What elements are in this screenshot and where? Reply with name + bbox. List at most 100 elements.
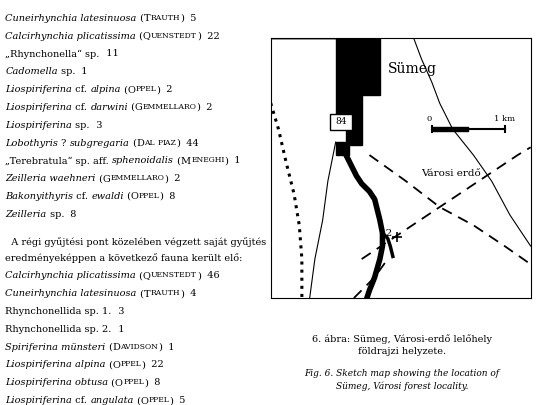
Text: 8: 8	[148, 378, 160, 387]
Text: (T: (T	[137, 14, 150, 23]
Text: 5: 5	[173, 396, 185, 405]
Polygon shape	[336, 142, 348, 155]
Text: PPEL: PPEL	[123, 378, 144, 386]
Text: ENEGHI: ENEGHI	[191, 156, 225, 164]
Text: (O: (O	[108, 378, 123, 387]
Text: 12: 12	[379, 228, 393, 238]
Text: EMMELLARO: EMMELLARO	[110, 174, 165, 182]
Text: ): )	[176, 139, 180, 147]
Text: PPEL: PPEL	[139, 192, 160, 200]
Text: (Q: (Q	[136, 271, 151, 280]
Text: Calcirhynchia plicatissima: Calcirhynchia plicatissima	[5, 271, 136, 280]
Text: IAZ: IAZ	[162, 139, 176, 147]
Text: 84: 84	[335, 117, 347, 126]
Text: Rhynchonellida sp. 1.: Rhynchonellida sp. 1.	[5, 307, 111, 316]
Text: Rhynchonellida sp. 2.: Rhynchonellida sp. 2.	[5, 325, 111, 334]
Text: Liospiriferina alpina: Liospiriferina alpina	[5, 360, 106, 369]
Text: RAUTH: RAUTH	[150, 14, 180, 22]
Text: 1 km: 1 km	[494, 115, 515, 123]
Text: alpina: alpina	[91, 85, 121, 94]
Text: ): )	[165, 174, 168, 183]
Text: ): )	[169, 396, 173, 405]
Text: ewaldi: ewaldi	[92, 192, 124, 201]
Text: AVIDSON: AVIDSON	[121, 343, 158, 351]
Text: 1: 1	[228, 156, 241, 165]
Text: 46: 46	[200, 271, 219, 280]
Text: Fig. 6. Sketch map showing the location of
Sümeg, Városi forest locality.: Fig. 6. Sketch map showing the location …	[304, 369, 500, 391]
Text: eredményeképpen a következő fauna került elő:: eredményeképpen a következő fauna került…	[5, 253, 243, 263]
Text: (O: (O	[106, 360, 121, 369]
Text: Liospiriferina obtusa: Liospiriferina obtusa	[5, 378, 108, 387]
Text: 22: 22	[145, 360, 164, 369]
Text: 4: 4	[184, 289, 196, 298]
Text: ): )	[225, 156, 228, 165]
Text: 2: 2	[160, 85, 173, 94]
Text: UENSTEDT: UENSTEDT	[151, 32, 197, 40]
Text: AL: AL	[145, 139, 158, 147]
Text: 0: 0	[427, 115, 432, 123]
Text: Sümeg: Sümeg	[388, 62, 437, 76]
Polygon shape	[271, 38, 380, 119]
Text: 5: 5	[184, 14, 196, 23]
Text: PPEL: PPEL	[136, 85, 157, 93]
Text: sp.: sp.	[72, 121, 90, 130]
Text: (O: (O	[121, 85, 136, 94]
Text: ): )	[158, 343, 162, 352]
Text: sp.: sp.	[47, 210, 64, 219]
Text: 8: 8	[163, 192, 176, 201]
Text: (G: (G	[96, 174, 110, 183]
Text: 6. ábra: Sümeg, Városi-erdő lelőhely
földrajzi helyzete.: 6. ábra: Sümeg, Városi-erdő lelőhely föl…	[312, 334, 492, 356]
Text: sphenoidalis: sphenoidalis	[112, 156, 174, 165]
Text: 44: 44	[180, 139, 199, 147]
Text: subgregaria: subgregaria	[70, 139, 130, 147]
Text: „Rhynchonella“ sp.: „Rhynchonella“ sp.	[5, 49, 100, 59]
Text: Zeilleria waehneri: Zeilleria waehneri	[5, 174, 96, 183]
Text: 1: 1	[111, 325, 124, 334]
Text: Bakonyithyris: Bakonyithyris	[5, 192, 73, 201]
Text: angulata: angulata	[91, 396, 133, 405]
Text: PPEL: PPEL	[148, 396, 169, 404]
Text: Calcirhynchia plicatissima: Calcirhynchia plicatissima	[5, 32, 136, 40]
Text: 1: 1	[162, 343, 175, 352]
Text: Liospiriferina: Liospiriferina	[5, 396, 72, 405]
Text: cf.: cf.	[72, 396, 91, 405]
Text: darwini: darwini	[91, 103, 128, 112]
Text: ): )	[197, 32, 200, 40]
Text: (Q: (Q	[136, 32, 151, 40]
Text: ): )	[142, 360, 145, 369]
Text: ): )	[180, 14, 184, 23]
Text: ): )	[180, 289, 184, 298]
Text: UENSTEDT: UENSTEDT	[151, 271, 197, 279]
Text: Liospiriferina: Liospiriferina	[5, 121, 72, 130]
Text: ): )	[160, 192, 163, 201]
Text: ): )	[157, 85, 160, 94]
Text: P: P	[158, 139, 162, 147]
Text: ): )	[197, 271, 200, 280]
Text: 11: 11	[100, 49, 118, 58]
Text: Lobothyris: Lobothyris	[5, 139, 58, 147]
Text: (M: (M	[174, 156, 191, 165]
Text: ?: ?	[58, 139, 70, 147]
Text: Liospiriferina: Liospiriferina	[5, 103, 72, 112]
Text: Zeilleria: Zeilleria	[5, 210, 47, 219]
Text: Spiriferina münsteri: Spiriferina münsteri	[5, 343, 106, 352]
Text: (T: (T	[137, 289, 150, 298]
Text: EMMELLARO: EMMELLARO	[143, 103, 197, 111]
Text: cf.: cf.	[72, 85, 91, 94]
Text: A régi gyűjtési pont közelében végzett saját gyűjtés: A régi gyűjtési pont közelében végzett s…	[5, 237, 266, 247]
Text: (G: (G	[128, 103, 143, 112]
Text: sp.: sp.	[58, 67, 76, 76]
Text: 22: 22	[200, 32, 219, 40]
Text: 8: 8	[64, 210, 77, 219]
Text: Városi erdő: Városi erdő	[421, 169, 481, 178]
Text: 2: 2	[168, 174, 181, 183]
Text: PPEL: PPEL	[121, 360, 142, 369]
FancyBboxPatch shape	[330, 114, 352, 130]
Text: 3: 3	[90, 121, 102, 130]
Text: cf.: cf.	[73, 192, 92, 201]
Text: cf.: cf.	[72, 103, 91, 112]
Text: Cuneirhynchia latesinuosa: Cuneirhynchia latesinuosa	[5, 289, 137, 298]
Text: (D: (D	[130, 139, 145, 147]
Text: „Terebratula“ sp. aff.: „Terebratula“ sp. aff.	[5, 156, 112, 166]
Text: (O: (O	[133, 396, 148, 405]
